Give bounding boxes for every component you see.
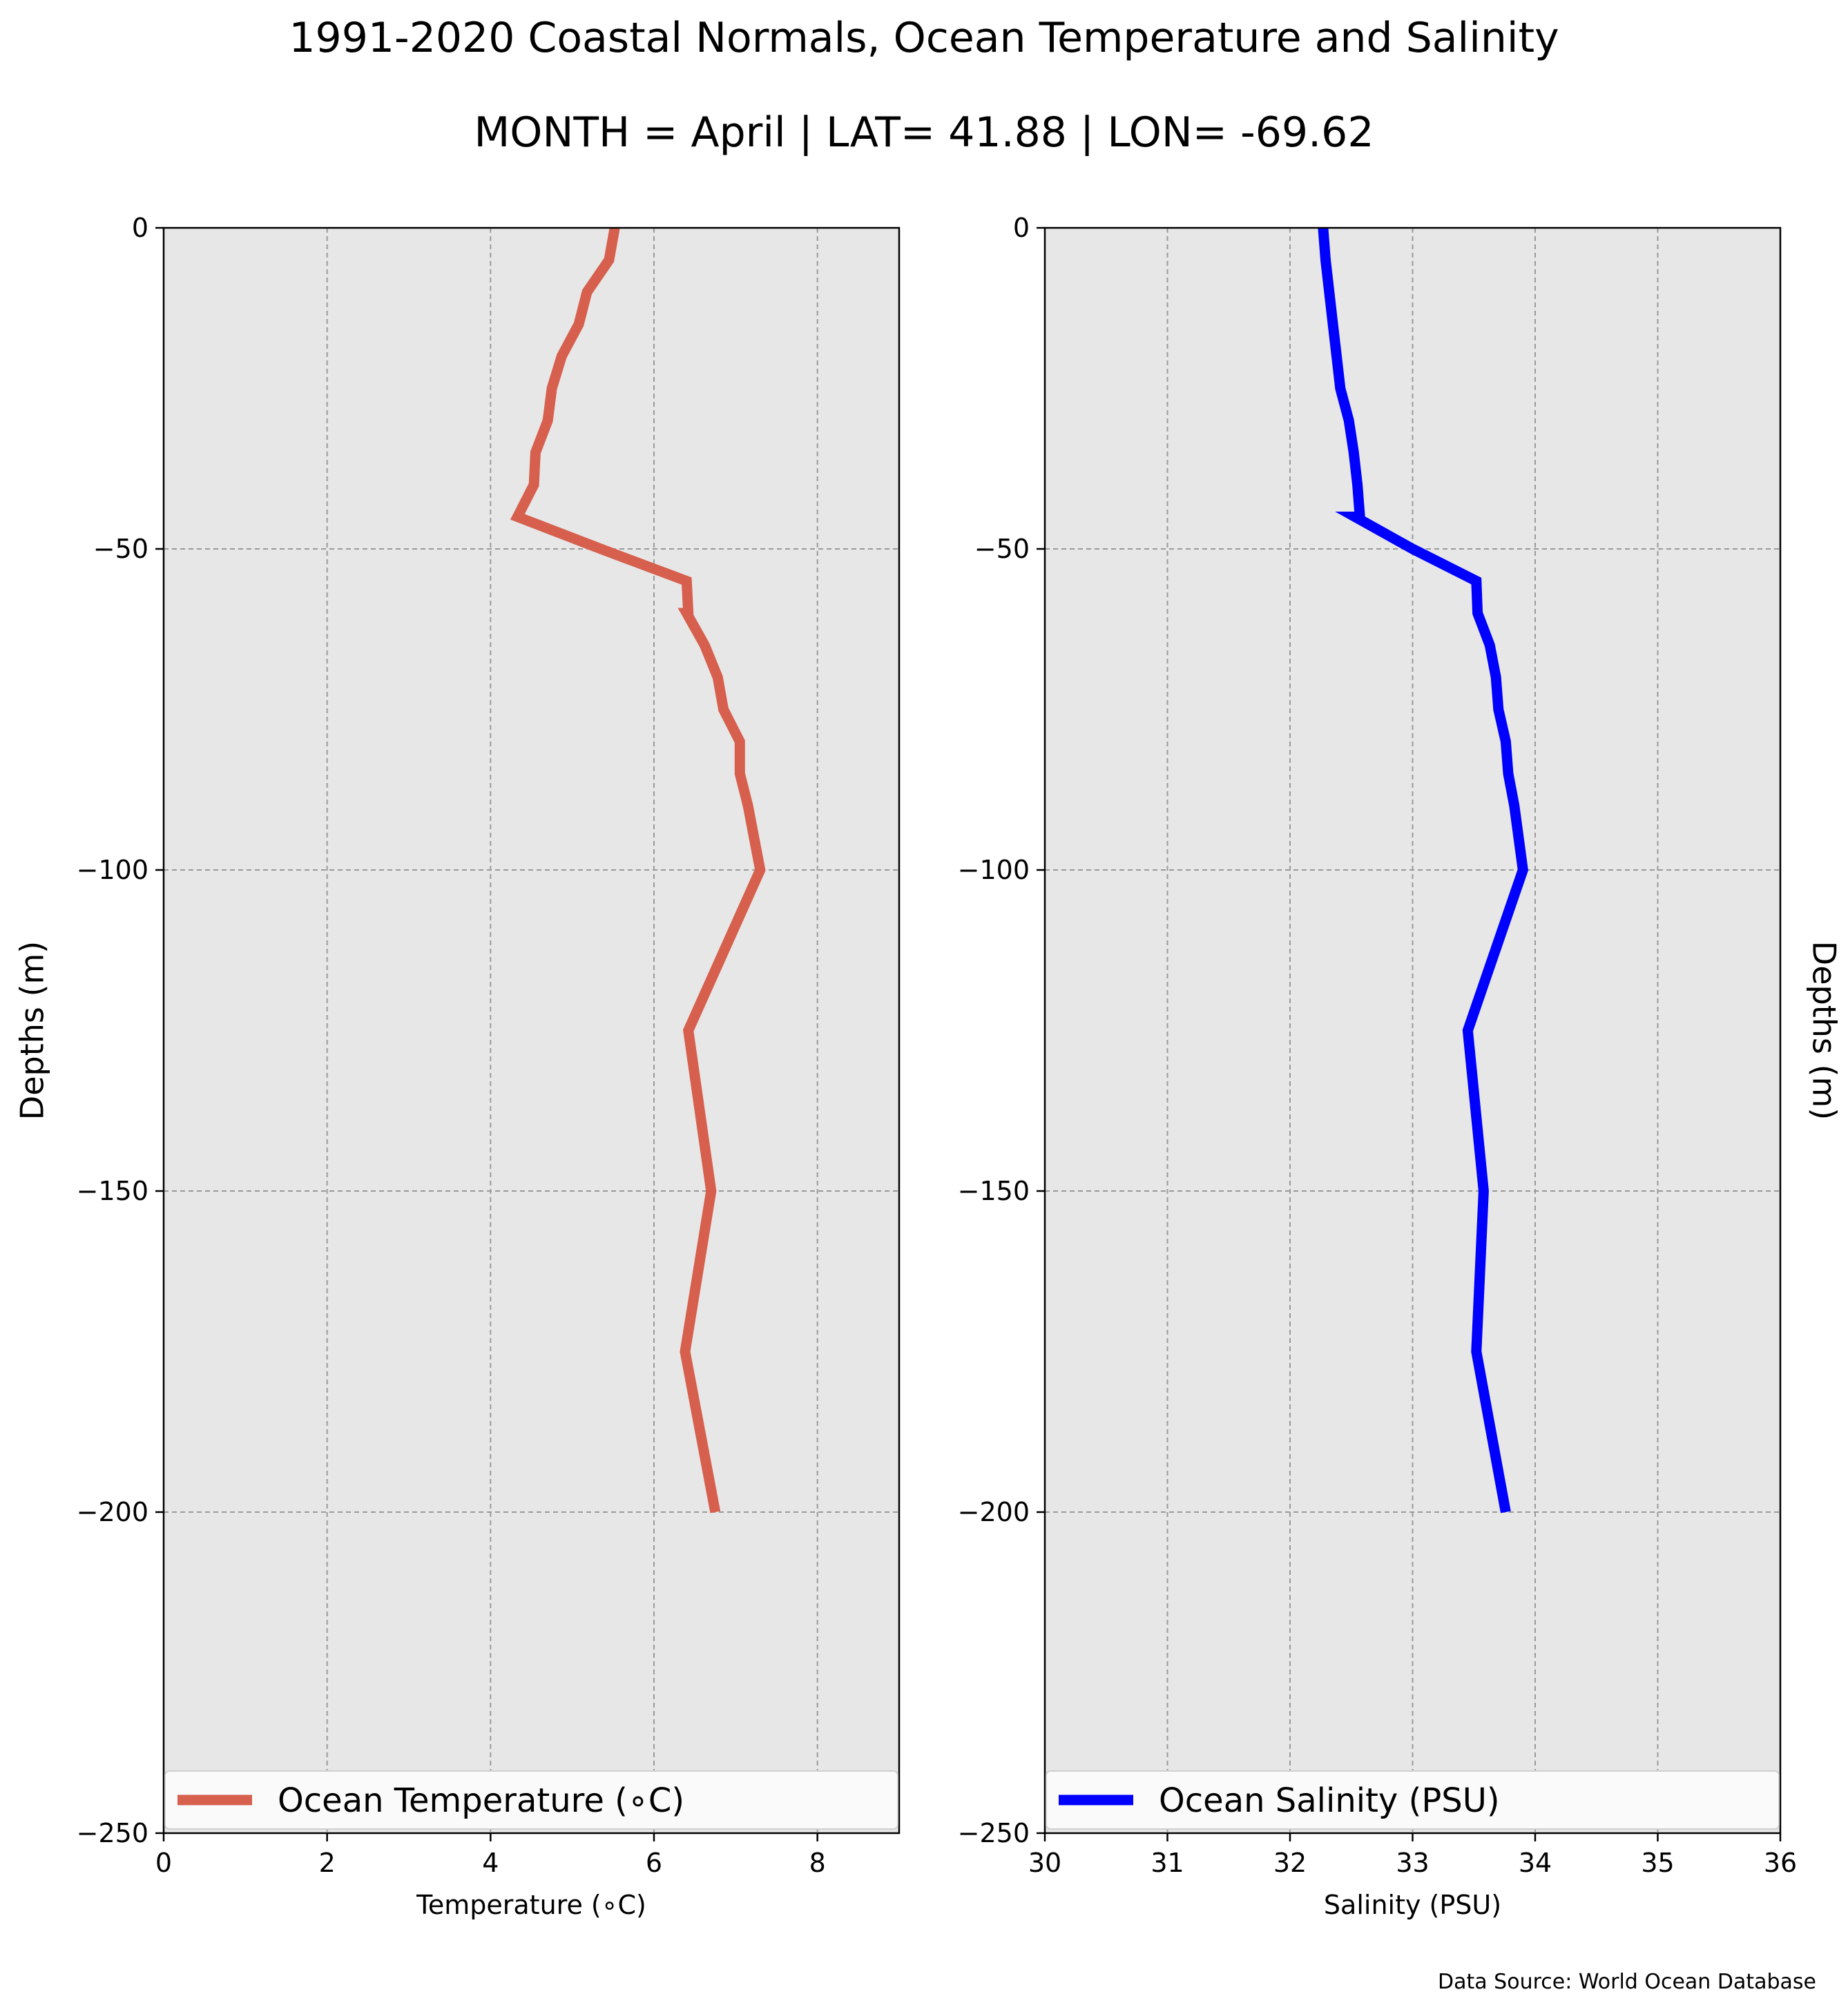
data-source-note: Data Source: World Ocean Database bbox=[1438, 1970, 1816, 1994]
p0-legend-label-0: Ocean Temperature (∘C) bbox=[278, 1781, 684, 1820]
p0-y-axis-label: Depths (m) bbox=[14, 941, 51, 1120]
p1-x-tick-label-2: 32 bbox=[1273, 1848, 1307, 1878]
figure-subtitle: MONTH = April | LAT= 41.88 | LON= -69.62 bbox=[474, 108, 1374, 157]
p0-series-line-0 bbox=[510, 226, 766, 1513]
p1-legend-label-0: Ocean Salinity (PSU) bbox=[1159, 1781, 1500, 1820]
p0-legend bbox=[164, 1770, 898, 1830]
figure-title: 1991-2020 Coastal Normals, Ocean Tempera… bbox=[289, 14, 1559, 62]
p0-x-tick-label-2: 4 bbox=[482, 1848, 499, 1878]
p1-x-tick-label-6: 36 bbox=[1764, 1848, 1797, 1878]
p0-y-tick-label-0: 0 bbox=[132, 213, 148, 243]
salinity-panel: 30 31 32 33 34 35 36 0 −50 −100 −150 −200 −250 Salini… bbox=[958, 213, 1843, 1920]
p0-y-tick-label-3: −150 bbox=[77, 1176, 148, 1206]
p1-y-tick-label-4: −200 bbox=[958, 1497, 1030, 1527]
p0-y-tick-label-5: −250 bbox=[77, 1818, 148, 1848]
p1-x-tick-label-4: 34 bbox=[1519, 1848, 1552, 1878]
p1-x-tick-label-1: 31 bbox=[1151, 1848, 1184, 1878]
p1-series-line-0 bbox=[1318, 227, 1528, 1513]
p0-x-tick-label-4: 8 bbox=[809, 1848, 826, 1878]
p1-legend bbox=[1046, 1770, 1780, 1830]
p1-y-tick-label-2: −100 bbox=[958, 855, 1030, 885]
p1-y-axis-label: Depths (m) bbox=[1806, 941, 1843, 1120]
p1-y-tick-label-1: −50 bbox=[974, 534, 1030, 564]
p1-y-tick-label-0: 0 bbox=[1013, 213, 1030, 243]
p1-x-tick-label-0: 30 bbox=[1028, 1848, 1061, 1878]
p0-y-tick-label-1: −50 bbox=[93, 534, 148, 564]
temperature-panel: 0 2 4 6 8 0 −50 −100 −150 −200 −250 Temperature (∘C… bbox=[14, 213, 901, 1920]
p0-x-tick-label-0: 0 bbox=[155, 1848, 172, 1878]
p0-x-tick-label-3: 6 bbox=[646, 1848, 662, 1878]
p1-x-axis-label: Salinity (PSU) bbox=[1324, 1890, 1501, 1920]
p0-y-tick-label-4: −200 bbox=[77, 1497, 148, 1527]
p1-x-tick-label-3: 33 bbox=[1396, 1848, 1429, 1878]
p1-x-tick-label-5: 35 bbox=[1641, 1848, 1674, 1878]
p0-y-tick-label-2: −100 bbox=[77, 855, 148, 885]
p0-x-axis-label: Temperature (∘C) bbox=[416, 1890, 646, 1920]
p1-y-tick-label-3: −150 bbox=[958, 1176, 1030, 1206]
p1-y-tick-label-5: −250 bbox=[958, 1818, 1030, 1848]
p0-x-tick-label-1: 2 bbox=[319, 1848, 336, 1878]
p0-axes-frame bbox=[162, 226, 901, 1835]
